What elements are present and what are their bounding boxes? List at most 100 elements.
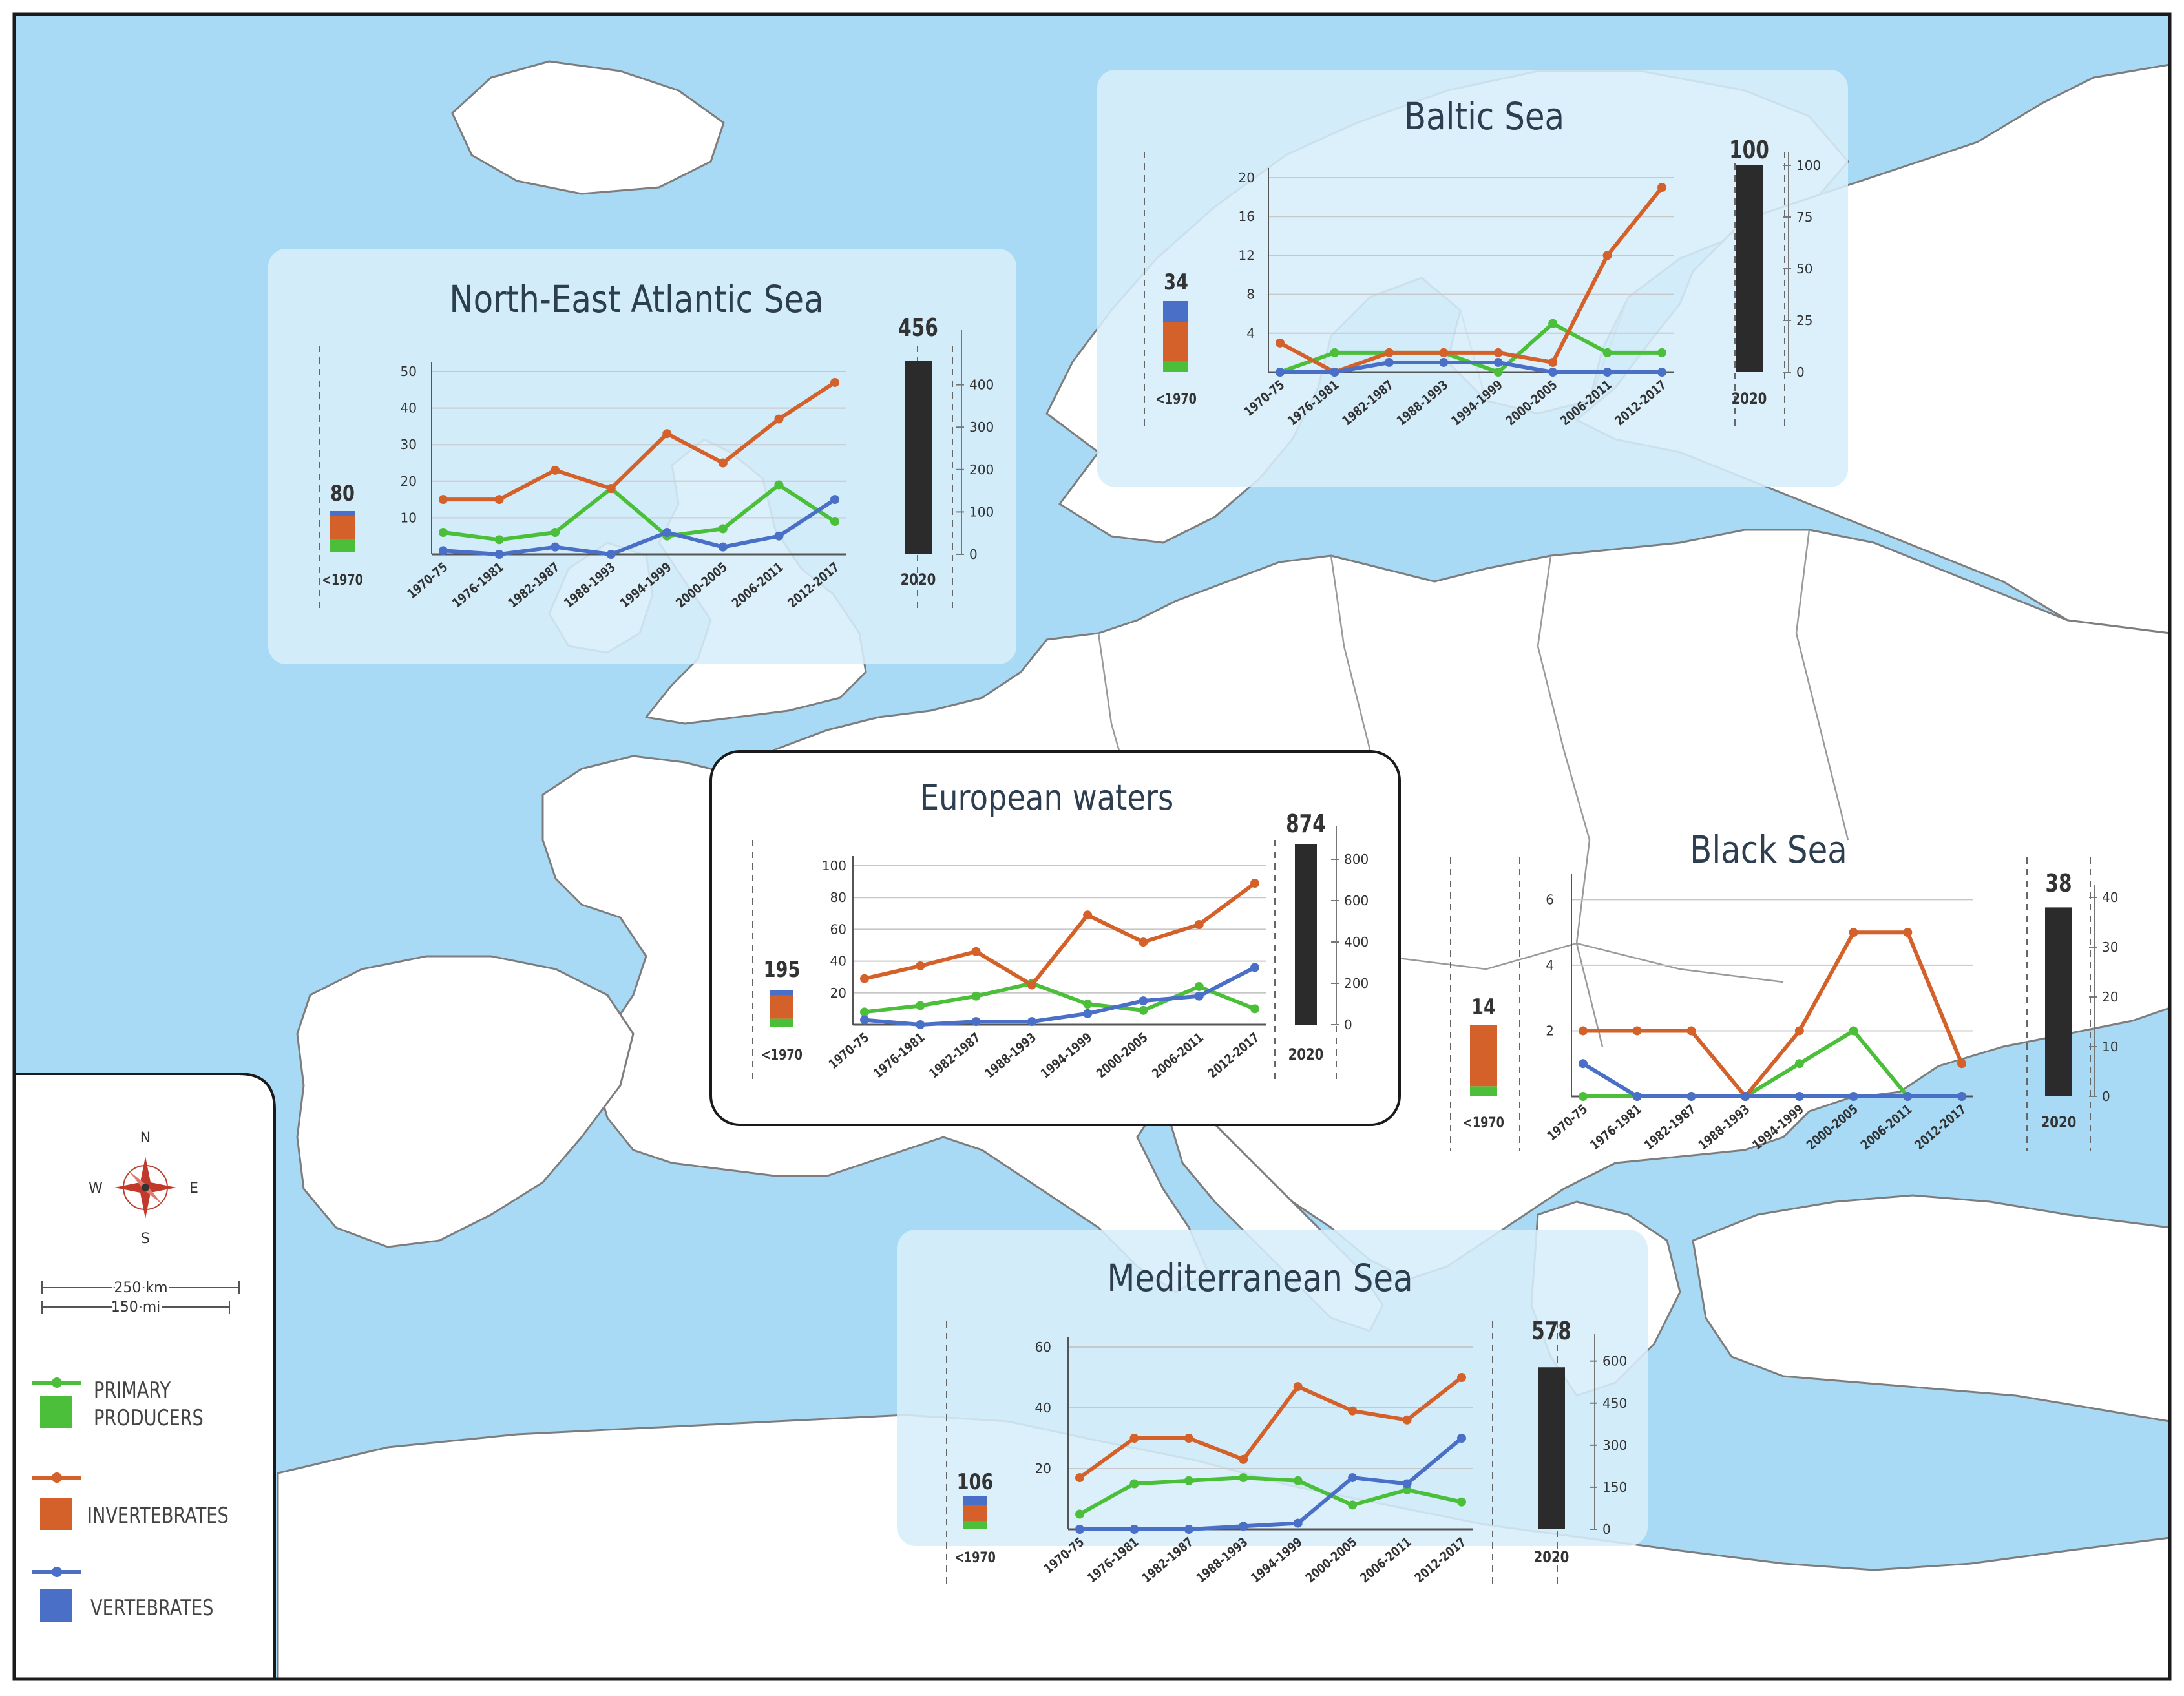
series-line-invertebrates bbox=[1078, 1376, 1463, 1480]
total-2020-label: 2020 bbox=[1732, 390, 1767, 408]
data-point-vertebrates bbox=[1027, 1017, 1036, 1027]
right-axis-label: 100 bbox=[969, 504, 994, 519]
series-line-primary_producers bbox=[443, 483, 836, 542]
data-point-vertebrates bbox=[1239, 1522, 1248, 1531]
data-point-invertebrates bbox=[1384, 348, 1394, 357]
data-point-invertebrates bbox=[1632, 1026, 1642, 1036]
pre1970-segment-primary_producers bbox=[963, 1521, 987, 1529]
data-point-primary_producers bbox=[1579, 1092, 1588, 1101]
y-tick-label: 20 bbox=[830, 985, 846, 1001]
series-line-vertebrates bbox=[864, 965, 1256, 1027]
pre1970-segment-invertebrates bbox=[1470, 1025, 1497, 1087]
pre1970-segment-primary_producers bbox=[330, 539, 355, 552]
compass-rose bbox=[114, 1157, 176, 1219]
total-2020-value: 100 bbox=[1729, 136, 1769, 165]
data-point-vertebrates bbox=[606, 550, 616, 559]
data-point-vertebrates bbox=[1957, 1092, 1966, 1101]
data-point-vertebrates bbox=[1194, 991, 1204, 1001]
data-point-vertebrates bbox=[494, 550, 504, 559]
total-2020-label: 2020 bbox=[2041, 1114, 2077, 1131]
y-tick-label: 50 bbox=[401, 364, 417, 379]
data-point-vertebrates bbox=[1276, 368, 1285, 377]
data-point-primary_producers bbox=[1657, 348, 1666, 357]
legend-label-invertebrates: INVERTEBRATES bbox=[87, 1503, 229, 1529]
data-point-invertebrates bbox=[1657, 183, 1666, 193]
data-point-invertebrates bbox=[860, 974, 869, 983]
right-axis-label: 800 bbox=[1344, 852, 1369, 867]
chart-panel bbox=[709, 750, 1401, 1126]
data-point-vertebrates bbox=[1686, 1092, 1696, 1101]
pre1970-segment-vertebrates bbox=[330, 511, 355, 516]
data-point-primary_producers bbox=[1139, 1005, 1148, 1015]
total-2020-bar bbox=[905, 361, 932, 554]
data-point-invertebrates bbox=[1075, 1473, 1084, 1483]
data-point-primary_producers bbox=[830, 517, 839, 527]
data-point-vertebrates bbox=[1903, 1092, 1913, 1101]
data-point-invertebrates bbox=[1194, 920, 1204, 930]
chart-title: Mediterranean Sea bbox=[1107, 1256, 1412, 1300]
pre1970-segment-invertebrates bbox=[330, 516, 355, 539]
data-point-primary_producers bbox=[1239, 1473, 1248, 1483]
data-point-invertebrates bbox=[1548, 357, 1558, 367]
chart-title: Black Sea bbox=[1690, 828, 1847, 872]
right-axis-label: 10 bbox=[2102, 1039, 2118, 1054]
data-point-vertebrates bbox=[1741, 1092, 1750, 1101]
land-anatolia bbox=[1692, 1194, 2171, 1423]
y-tick-label: 40 bbox=[830, 954, 846, 969]
series-line-invertebrates bbox=[443, 381, 836, 502]
data-point-primary_producers bbox=[1849, 1026, 1858, 1036]
data-point-primary_producers bbox=[1250, 1004, 1259, 1014]
total-2020-label: 2020 bbox=[901, 571, 936, 589]
right-axis-label: 300 bbox=[969, 419, 994, 435]
pre1970-label: <1970 bbox=[761, 1047, 803, 1063]
data-point-vertebrates bbox=[1794, 1092, 1804, 1101]
right-axis-label: 400 bbox=[969, 377, 994, 393]
series-line-invertebrates bbox=[1583, 930, 1964, 1098]
compass-w: W bbox=[89, 1180, 103, 1197]
data-point-invertebrates bbox=[1957, 1059, 1966, 1069]
data-point-invertebrates bbox=[662, 429, 672, 439]
y-tick-label: 100 bbox=[822, 858, 846, 874]
data-point-invertebrates bbox=[1293, 1382, 1303, 1392]
y-tick-label: 40 bbox=[1035, 1400, 1051, 1416]
data-point-invertebrates bbox=[1027, 980, 1036, 990]
chart-title: European waters bbox=[920, 777, 1173, 818]
right-axis-label: 200 bbox=[969, 462, 994, 477]
pre1970-segment-primary_producers bbox=[1470, 1086, 1497, 1096]
data-point-primary_producers bbox=[916, 1001, 925, 1010]
data-point-primary_producers bbox=[1293, 1476, 1303, 1485]
data-point-vertebrates bbox=[718, 542, 728, 552]
right-axis-label: 300 bbox=[1602, 1438, 1627, 1453]
compass-n: N bbox=[140, 1130, 151, 1146]
y-tick-label: 6 bbox=[1546, 892, 1554, 907]
total-2020-value: 874 bbox=[1286, 810, 1326, 839]
data-point-primary_producers bbox=[1184, 1476, 1193, 1485]
data-point-vertebrates bbox=[1075, 1525, 1084, 1534]
total-2020-bar bbox=[2045, 907, 2072, 1096]
data-point-vertebrates bbox=[439, 546, 448, 556]
land-iceland bbox=[451, 60, 725, 195]
series-line-invertebrates bbox=[864, 881, 1256, 987]
pre1970-total: 106 bbox=[957, 1469, 994, 1495]
chart-mediterranean: Mediterranean Sea6040201970-751976-19811… bbox=[897, 1230, 1648, 1586]
data-point-primary_producers bbox=[1075, 1509, 1084, 1519]
legend-label-vertebrates: VERTEBRATES bbox=[90, 1595, 213, 1621]
data-point-primary_producers bbox=[1330, 348, 1339, 357]
data-point-invertebrates bbox=[1184, 1434, 1193, 1443]
data-point-vertebrates bbox=[1348, 1473, 1358, 1483]
data-point-invertebrates bbox=[916, 961, 925, 970]
data-point-invertebrates bbox=[1129, 1434, 1139, 1443]
right-axis-label: 450 bbox=[1602, 1396, 1627, 1411]
data-point-invertebrates bbox=[1402, 1415, 1412, 1425]
data-point-primary_producers bbox=[971, 991, 981, 1001]
data-point-vertebrates bbox=[1330, 368, 1339, 377]
scale-km: 250 km bbox=[114, 1280, 167, 1296]
right-axis-label: 600 bbox=[1344, 893, 1369, 908]
pre1970-total: 34 bbox=[1164, 269, 1188, 295]
y-tick-label: 4 bbox=[1246, 326, 1255, 341]
data-point-primary_producers bbox=[1457, 1497, 1466, 1507]
total-2020-value: 456 bbox=[898, 313, 938, 342]
data-point-invertebrates bbox=[1250, 879, 1259, 888]
